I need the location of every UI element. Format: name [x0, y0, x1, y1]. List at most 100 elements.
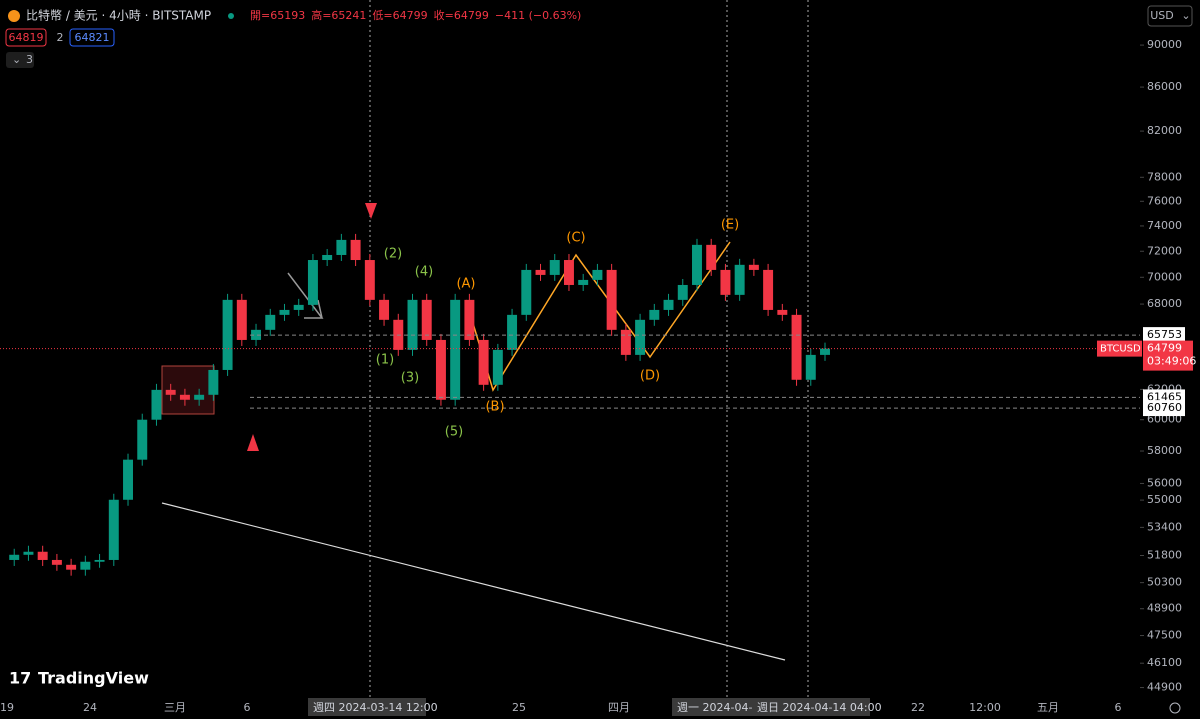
time-label: 24: [83, 701, 97, 714]
wave-label: (1): [376, 353, 394, 368]
last-symbol-bg: [1097, 340, 1142, 357]
price-tick-label: 90000: [1147, 38, 1182, 51]
candle: [578, 279, 589, 285]
brand: TradingView: [38, 669, 149, 688]
price-tick-label: 76000: [1147, 194, 1182, 207]
price-tick-label: 47500: [1147, 629, 1182, 642]
candle: [251, 329, 262, 340]
time-label: 12:00: [969, 701, 1001, 714]
candle: [23, 551, 34, 555]
candle: [123, 459, 133, 500]
price-tick-label: 86000: [1147, 80, 1182, 93]
bid-box[interactable]: [5, 28, 47, 47]
candle: [763, 269, 774, 310]
currency: USD: [1150, 9, 1174, 22]
candle: [734, 264, 745, 295]
candle: [350, 239, 361, 261]
candle: [620, 329, 631, 355]
candle: [549, 260, 560, 275]
candle: [222, 299, 233, 370]
candle: [293, 304, 304, 310]
ask: 64821: [75, 31, 110, 44]
ohlc-value: 低=64799: [372, 9, 427, 22]
candle: [322, 254, 333, 261]
ohlc-value: 開=65193: [250, 9, 305, 22]
candle: [521, 269, 532, 315]
candle: [663, 299, 674, 310]
ohlc-value: 收=64799: [434, 8, 489, 22]
candle: [379, 299, 390, 320]
ask-box[interactable]: [69, 28, 115, 47]
spread: 2: [57, 31, 64, 44]
candle: [194, 394, 205, 400]
candle: [66, 564, 77, 570]
time-label: 6: [1115, 701, 1122, 714]
price-tag: 60760: [1147, 401, 1182, 414]
wave-label: (5): [445, 425, 463, 440]
brand-logo: 17: [9, 669, 31, 688]
price-tick-label: 53400: [1147, 520, 1182, 533]
candle: [9, 554, 20, 560]
candle: [236, 299, 247, 340]
candle: [421, 299, 432, 340]
candle: [94, 559, 105, 562]
currency-caret: ⌄: [1181, 9, 1190, 22]
currency-button[interactable]: [1147, 5, 1193, 27]
price-tick-label: 55000: [1147, 493, 1182, 506]
candle: [407, 299, 418, 350]
bid: 64819: [9, 31, 44, 44]
candle: [635, 319, 646, 355]
candle: [51, 559, 62, 565]
time-label: 22: [911, 701, 925, 714]
candle: [791, 314, 802, 380]
candle: [165, 389, 176, 395]
candle: [777, 309, 788, 315]
symbol: 比特幣 / 美元 · 4小時 · BITSTAMP: [26, 8, 211, 23]
price-tick-label: 70000: [1147, 270, 1182, 283]
wave-label: (D): [640, 369, 660, 384]
indicator-toggle[interactable]: [6, 52, 34, 68]
candle: [535, 269, 546, 275]
trend-line: [161, 502, 786, 661]
wave-label: (C): [566, 231, 585, 246]
last-symbol: BTCUSD: [1100, 344, 1141, 355]
candle: [606, 269, 617, 330]
candle: [492, 349, 503, 385]
price-tick-label: 72000: [1147, 244, 1182, 257]
candle: [208, 369, 219, 395]
time-label: 19: [0, 701, 14, 714]
price-tick-label: 74000: [1147, 219, 1182, 232]
candle: [748, 264, 759, 270]
time-label: 三月: [164, 701, 186, 714]
settings[interactable]: [1169, 702, 1181, 714]
wave-label: (4): [415, 265, 433, 280]
candle: [279, 309, 290, 315]
wave-label: (B): [485, 400, 504, 415]
wave-label: (A): [456, 277, 475, 292]
candle: [364, 260, 375, 300]
crosshair-label-bg: [308, 698, 426, 716]
price-tick-label: 82000: [1147, 124, 1182, 137]
price-tick-label: 50300: [1147, 576, 1182, 589]
price-tick-label: 68000: [1147, 297, 1182, 310]
candle: [435, 339, 446, 400]
candle: [706, 244, 717, 270]
ohlc-value: 高=65241: [311, 8, 366, 22]
candle: [265, 314, 276, 330]
price-tick-label: 58000: [1147, 444, 1182, 457]
candle: [563, 260, 574, 285]
candle: [464, 299, 475, 340]
btc-icon: [8, 10, 20, 22]
crosshair-label-bg: [752, 698, 870, 716]
ohlc-value: −411 (−0.63%): [495, 9, 581, 22]
candle: [820, 348, 830, 355]
price-tag-bg: [1143, 327, 1185, 344]
candle: [37, 551, 48, 560]
candle: [677, 284, 688, 300]
crosshair-label: 週一 2024-04-08: [677, 701, 766, 714]
wave-label: (E): [721, 218, 739, 233]
down-arrow: [365, 188, 377, 219]
